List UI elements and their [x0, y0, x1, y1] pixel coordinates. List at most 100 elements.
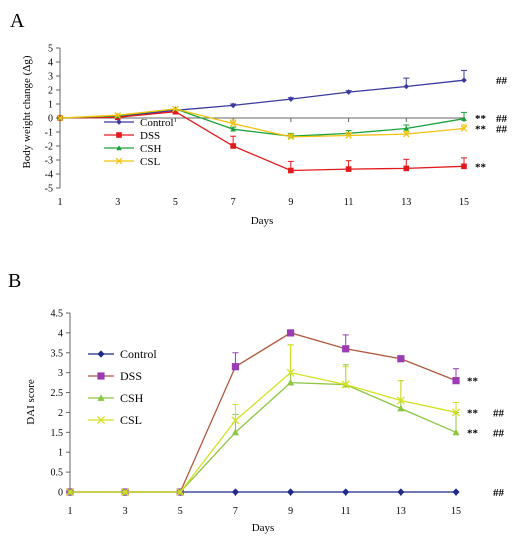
- data-point: [460, 125, 468, 132]
- panel-a-series-control: [57, 69, 467, 121]
- panel-b-x-tick-label: 11: [341, 506, 351, 517]
- panel-a-x-axis-label: Days: [251, 215, 274, 227]
- data-point: [286, 488, 295, 496]
- data-point: [121, 487, 130, 497]
- panel-b-y-tick-label: 0.5: [51, 468, 64, 479]
- series-line: [59, 79, 465, 119]
- data-point: [342, 345, 350, 353]
- data-point: [451, 408, 461, 417]
- legend-label-csl: CSL: [140, 156, 160, 168]
- panel-a-y-tick-label: 0: [48, 114, 53, 125]
- panel-a-annotations: ## ** ## ** ## **: [475, 75, 508, 173]
- significance-marker: **: [475, 113, 487, 125]
- data-point: [288, 167, 294, 174]
- panel-a-x-tick-label: 13: [401, 197, 411, 208]
- panel-a-y-tick-label: 4: [48, 58, 53, 69]
- data-point: [461, 163, 467, 170]
- panel-b-x-tick-label: 5: [178, 506, 183, 517]
- panel-b-y-tick-label: 4.5: [51, 309, 64, 320]
- data-point: [286, 329, 295, 337]
- panel-b-series: [65, 329, 461, 497]
- panel-a-y-tick-label: 5: [48, 44, 53, 55]
- data-point: [403, 165, 410, 172]
- legend-marker: [116, 132, 122, 138]
- legend-marker: [97, 350, 105, 358]
- panel-a-x-tick-label: 9: [288, 197, 293, 208]
- data-point: [345, 89, 352, 95]
- series-line: [70, 371, 457, 493]
- data-point: [403, 125, 410, 131]
- data-point: [341, 380, 350, 389]
- data-point: [403, 130, 410, 138]
- panel-b-x-tick-label: 15: [451, 506, 461, 517]
- data-point: [403, 83, 410, 90]
- panel-b-y-tick-label: 2: [58, 408, 63, 419]
- panel-b-letter: B: [8, 270, 21, 292]
- legend-marker: [96, 415, 106, 425]
- significance-marker: ##: [496, 75, 508, 87]
- panel-a-y-tick-label: 1: [48, 100, 53, 111]
- data-point: [231, 428, 240, 436]
- data-point: [231, 416, 240, 425]
- significance-marker: **: [475, 161, 487, 173]
- panel-a-y-tick-label: -5: [45, 184, 53, 195]
- data-point: [345, 132, 352, 139]
- panel-b-series-csl: [65, 344, 461, 497]
- data-point: [230, 143, 236, 149]
- significance-marker: ##: [493, 407, 505, 419]
- significance-marker: **: [467, 407, 479, 419]
- panel-b-x-tick-label: 9: [288, 506, 293, 517]
- panel-a-y-tick-label: -2: [45, 142, 53, 153]
- data-point: [65, 487, 75, 497]
- panel-b-y-tick-label: 1: [58, 448, 63, 459]
- panel-b-x-axis-label: Days: [252, 522, 275, 534]
- data-point: [397, 488, 405, 496]
- panel-b-y-tick-label: 0: [58, 488, 63, 499]
- panel-b-y-tick-label: 1.5: [51, 428, 64, 439]
- data-point: [461, 77, 467, 83]
- panel-b-legend: Control DSS CSH CSL: [88, 347, 157, 427]
- panel-a-x-tick-label: 1: [58, 197, 63, 208]
- legend-label-csl: CSL: [120, 413, 142, 427]
- data-point: [231, 363, 240, 371]
- panel-a-y-tick-label: -4: [45, 170, 53, 181]
- legend-marker: [116, 145, 122, 151]
- legend-label-csh: CSH: [120, 391, 144, 405]
- panel-b-annotations: ** ** ## ** ## ##: [467, 376, 505, 499]
- data-point: [172, 108, 179, 115]
- panel-a-x-tick-label: 5: [173, 197, 178, 208]
- legend-label-control: Control: [140, 117, 174, 129]
- data-point: [286, 368, 295, 377]
- panel-a-x-tick-label: 11: [344, 197, 354, 208]
- data-point: [452, 488, 460, 496]
- data-point: [397, 404, 405, 412]
- panel-b-dai-score-chart: B 00.511.522.533.544.51 3 5 7 9 11 13 15 Contro…: [8, 270, 505, 534]
- panel-a-series-csl: [56, 105, 468, 141]
- significance-marker: **: [467, 376, 479, 388]
- legend-label-dss: DSS: [120, 369, 142, 383]
- data-point: [56, 114, 64, 122]
- panel-a-x-tick-label: 15: [459, 197, 469, 208]
- panel-a-y-tick-label: 2: [48, 86, 53, 97]
- panel-a-x-tick-label: 7: [231, 197, 236, 208]
- legend-marker: [115, 157, 123, 165]
- legend-marker: [97, 372, 105, 380]
- data-point: [286, 379, 295, 386]
- series-line: [59, 111, 465, 172]
- panel-a-series-dss: [57, 108, 467, 174]
- significance-marker: ##: [493, 427, 505, 439]
- panel-a-x-tick-label: 3: [115, 197, 120, 208]
- panel-b-axes: 00.511.522.533.544.51 3 5 7 9 11 13 15: [51, 309, 462, 518]
- series-line: [59, 108, 465, 138]
- data-point: [288, 96, 294, 102]
- panel-b-x-tick-label: 3: [123, 506, 128, 517]
- panel-a-y-tick-label: -3: [45, 156, 53, 167]
- legend-label-csh: CSH: [140, 143, 161, 155]
- data-point: [229, 120, 237, 127]
- panel-b-y-tick-label: 4: [58, 328, 63, 339]
- significance-marker: **: [467, 427, 479, 439]
- legend-label-control: Control: [120, 347, 157, 361]
